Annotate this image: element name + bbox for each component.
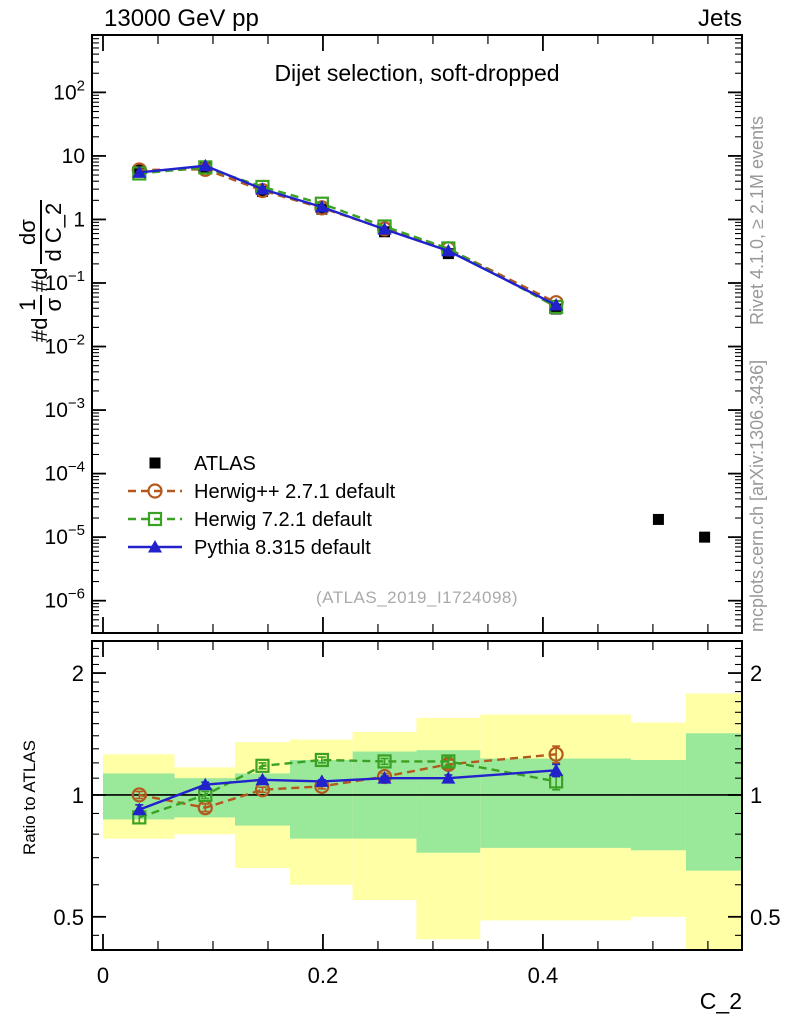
main-series-herwig7 <box>132 160 564 315</box>
svg-text:0.2: 0.2 <box>308 963 339 988</box>
svg-text:10−1: 10−1 <box>45 268 85 295</box>
beam-energy-label: 13000 GeV pp <box>104 5 259 32</box>
main-y-tick-labels: 102 10 1 10−1 10−2 10−3 10−4 10−5 10−6 <box>45 77 85 612</box>
svg-text:0: 0 <box>97 963 109 988</box>
svg-text:0.5: 0.5 <box>53 905 84 930</box>
analysis-id-watermark: (ATLAS_2019_I1724098) <box>315 588 519 607</box>
green-band <box>630 759 686 851</box>
rivet-version-note: Rivet 4.1.0, ≥ 2.1M events <box>747 116 767 325</box>
green-band <box>289 759 353 839</box>
ylabel-fraction-2: dσ d C_2 <box>15 199 66 265</box>
svg-text:1: 1 <box>72 783 84 808</box>
x-tick-labels: 0 0.2 0.4 <box>97 963 558 988</box>
legend-entry-pythia: Pythia 8.315 default <box>128 537 371 559</box>
svg-text:Herwig++ 2.7.1 default: Herwig++ 2.7.1 default <box>194 481 396 503</box>
main-series-herwigpp <box>131 161 564 311</box>
legend-entry-atlas: ATLAS <box>149 453 256 475</box>
svg-text:102: 102 <box>53 77 85 104</box>
svg-text:2: 2 <box>72 661 84 686</box>
ratio-series-pythia <box>132 763 564 816</box>
svg-text:0.5: 0.5 <box>750 905 781 930</box>
ratio-y-axis-label: Ratio to ATLAS <box>20 740 39 855</box>
svg-text:10−2: 10−2 <box>45 332 85 359</box>
svg-text:10−4: 10−4 <box>45 459 85 486</box>
main-series-pythia <box>132 158 564 311</box>
svg-text:ATLAS: ATLAS <box>194 453 256 475</box>
svg-text:10−3: 10−3 <box>45 395 85 422</box>
svg-text:2: 2 <box>750 661 762 686</box>
process-label: Jets <box>697 5 742 32</box>
svg-text:1: 1 <box>750 783 762 808</box>
axis-ticks <box>92 35 742 950</box>
svg-text:Pythia 8.315 default: Pythia 8.315 default <box>194 537 371 559</box>
green-band <box>685 733 741 871</box>
ylabel-prefix-1: #d <box>27 317 52 342</box>
svg-text:10: 10 <box>62 145 85 168</box>
ratio-uncertainty-bands <box>102 693 741 950</box>
svg-text:10−5: 10−5 <box>45 522 85 549</box>
svg-text:10−6: 10−6 <box>45 586 85 613</box>
svg-text:1: 1 <box>73 208 85 231</box>
svg-text:0.4: 0.4 <box>528 963 559 988</box>
main-y-axis-label: #d 1 σ #d dσ d C_2 <box>15 197 66 342</box>
legend: ATLAS Herwig++ 2.7.1 default Herwig 7.2.1 … <box>128 453 396 559</box>
main-panel-frame <box>91 34 743 634</box>
legend-entry-herwig7: Herwig 7.2.1 default <box>128 509 372 531</box>
legend-entry-herwigpp: Herwig++ 2.7.1 default <box>128 481 396 503</box>
ylabel-prefix-2: #d <box>27 267 52 292</box>
mcplots-reference-note: mcplots.cern.ch [arXiv:1306.3436] <box>747 359 767 632</box>
svg-text:Herwig 7.2.1 default: Herwig 7.2.1 default <box>194 509 372 531</box>
plot-title: Dijet selection, soft-dropped <box>274 60 560 86</box>
x-axis-label: C_2 <box>699 988 742 1014</box>
ratio-y-tick-labels: 2 2 1 1 0.5 0.5 <box>53 661 780 930</box>
